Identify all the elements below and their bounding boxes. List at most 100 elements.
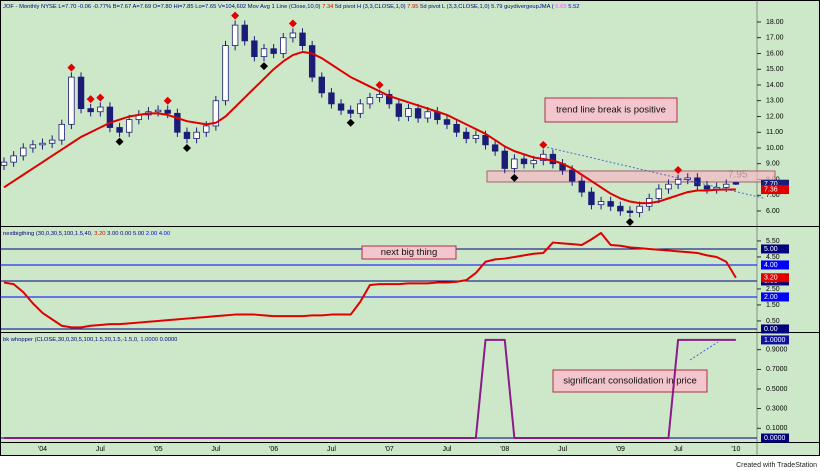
candle-body xyxy=(39,142,46,146)
annotation: trend line break is positive xyxy=(556,105,666,116)
candle-body xyxy=(357,103,364,114)
pivot-marker xyxy=(288,19,297,28)
legend-item: 7.95 xyxy=(407,4,418,10)
legend-value: 0.0000 xyxy=(160,337,178,343)
level-label-box xyxy=(761,260,789,270)
candle-body xyxy=(77,76,85,110)
x-tick-label: Jul xyxy=(674,446,683,453)
time-axis xyxy=(0,442,820,456)
candle-body xyxy=(308,45,316,78)
candle-body xyxy=(106,106,114,128)
annotation-box xyxy=(552,369,708,393)
candle-body xyxy=(29,144,37,149)
candle-body xyxy=(366,97,374,105)
last-value-label: 1.0000 xyxy=(764,337,786,344)
candle-body xyxy=(636,205,643,213)
legend-item: 5.79 xyxy=(491,4,502,10)
candle-body xyxy=(97,106,104,113)
level-label: 0.0000 xyxy=(764,435,786,442)
level-label-box xyxy=(761,324,789,334)
candle-body xyxy=(424,111,431,119)
candle-body xyxy=(463,131,470,139)
candle-body xyxy=(405,108,412,117)
level-label-box xyxy=(761,433,789,443)
candle-body xyxy=(48,139,56,144)
y-tick-label: 0.3000 xyxy=(766,405,788,412)
annotation: significant consolidation in price xyxy=(563,376,697,387)
level-label-box xyxy=(761,244,789,254)
candle-body xyxy=(414,108,422,119)
last-value-label-box xyxy=(761,273,789,283)
y-tick-label: 2.50 xyxy=(766,286,780,293)
x-tick-label: '04 xyxy=(38,446,47,453)
candle-body xyxy=(193,131,200,139)
candle-body xyxy=(376,94,383,98)
level-label: 4.00 xyxy=(764,262,778,269)
close-label: 7.70 xyxy=(764,181,778,188)
y-tick-label: 0.1000 xyxy=(766,425,788,432)
series-line xyxy=(3,50,736,205)
candle-body xyxy=(540,153,547,161)
pivot-marker xyxy=(539,140,548,149)
candle-body xyxy=(385,94,393,105)
candle-body xyxy=(482,134,489,146)
candle-body xyxy=(251,40,258,58)
series-line xyxy=(3,231,737,329)
legend-value: 5.00 xyxy=(133,231,144,237)
last-value-label-box xyxy=(761,335,789,345)
x-tick-label: '10 xyxy=(731,446,740,453)
y-tick-label: 6.00 xyxy=(766,208,780,215)
candle-body xyxy=(270,48,277,54)
y-tick-label: 0.5000 xyxy=(766,386,788,393)
candle-body xyxy=(684,177,691,180)
pivot-marker xyxy=(625,218,634,227)
x-tick-label: Jul xyxy=(211,446,220,453)
legend-item: JOF - Monthly NYSE L=7.70 -0.06 -0.77% B… xyxy=(3,4,321,10)
pivot-marker xyxy=(67,63,76,72)
candle-body xyxy=(472,134,480,139)
level-label-box xyxy=(761,292,789,302)
level-label: 2.00 xyxy=(764,294,778,301)
candle-body xyxy=(511,158,518,169)
pivot-marker xyxy=(231,11,240,20)
candle-body xyxy=(174,112,181,133)
candle-body xyxy=(241,24,248,42)
pane-header: nextbigthing (30,0,30,5,100,1.5,40, 3.20… xyxy=(3,231,170,237)
drawing-line xyxy=(689,341,719,361)
y-tick-label: 17.00 xyxy=(766,35,784,42)
candle-body xyxy=(520,158,528,165)
candle-body xyxy=(0,161,8,166)
pane-header: bk whopper (CLOSE,30,0,30,5,100,1.5,20,1… xyxy=(3,337,177,343)
legend-item: guydivergeupJMA ( xyxy=(504,4,554,10)
candle-body xyxy=(501,150,508,169)
candle-body xyxy=(116,127,123,133)
legend-item: 5.52 xyxy=(568,4,579,10)
pivot-marker xyxy=(375,80,384,89)
candle-body xyxy=(588,191,595,206)
candle-body xyxy=(607,201,614,207)
candle-body xyxy=(318,76,325,94)
trend-line xyxy=(543,145,765,199)
annotation-box xyxy=(544,97,678,123)
price-band xyxy=(486,170,776,183)
legend-value: 0.00 xyxy=(120,231,131,237)
candle-body xyxy=(617,205,624,212)
candle-body xyxy=(665,183,672,190)
candle-body xyxy=(674,179,682,185)
candle-body xyxy=(58,123,65,141)
candle-body xyxy=(655,188,663,199)
pivot-marker xyxy=(260,62,269,71)
candle-body xyxy=(491,144,499,152)
y-tick-label: 0.7000 xyxy=(766,366,788,373)
y-tick-label: 10.00 xyxy=(766,145,784,152)
candle-body xyxy=(20,147,27,157)
candle-body xyxy=(694,177,701,187)
candle-body xyxy=(347,109,354,114)
footer: Created with TradeStation xyxy=(736,462,817,469)
pane-title: bk whopper (CLOSE,30,0,30,5,100,1.5,20,1… xyxy=(3,337,139,343)
y-tick-label: 0.50 xyxy=(766,318,780,325)
candle-body xyxy=(299,32,306,46)
legend-value: 4.00 xyxy=(159,231,170,237)
legend-value: 2.00 xyxy=(146,231,157,237)
